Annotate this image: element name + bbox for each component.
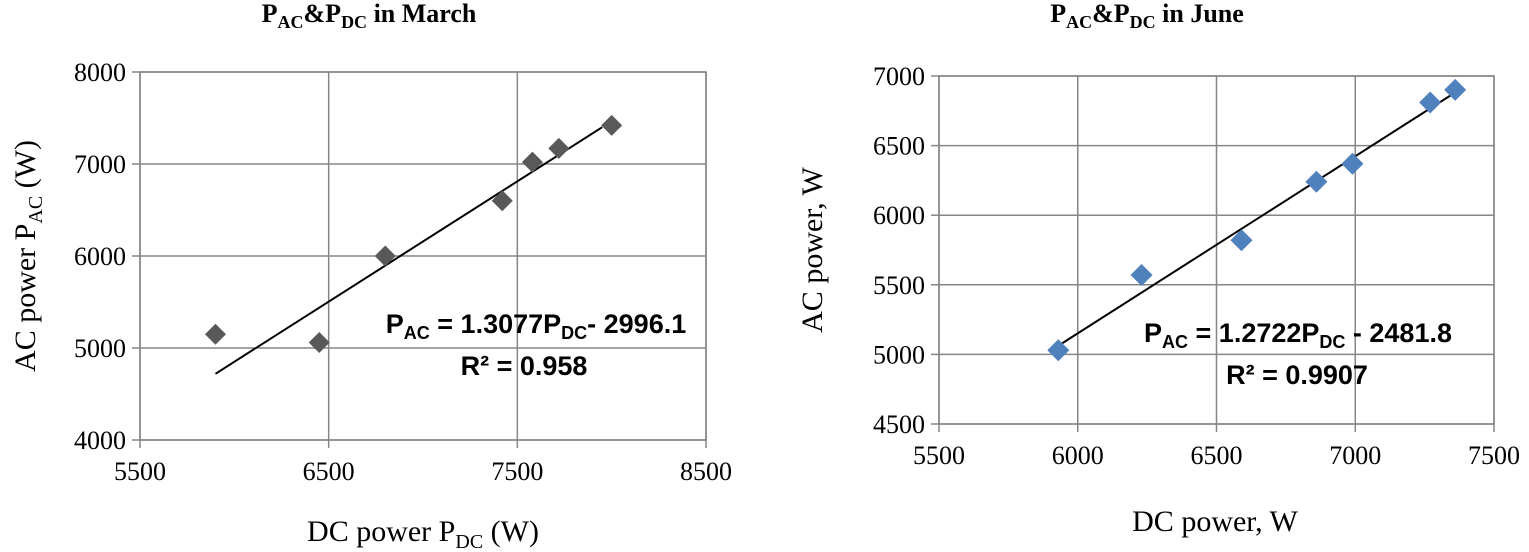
june-plot-frame [938, 75, 1495, 425]
june-x-tick-label: 5500 [913, 441, 965, 470]
june-data-point [1305, 170, 1328, 193]
march-x-tick-labels: 5500 6500 7500 8500 [114, 457, 732, 486]
june-x-tick-label: 6000 [1052, 441, 1104, 470]
march-y-tick-label: 5000 [74, 334, 126, 363]
june-regression-equation: PAC = 1.2722PDC - 2481.8 [1144, 318, 1452, 352]
june-x-tick-label: 7500 [1468, 441, 1520, 470]
june-data-point [1444, 78, 1467, 101]
march-x-tick-label: 7500 [491, 457, 543, 486]
march-data-point [204, 323, 226, 345]
june-y-tick-labels: 4500 5000 5500 6000 6500 7000 [873, 62, 925, 439]
march-y-tick-label: 7000 [74, 150, 126, 179]
june-x-tick-label: 6500 [1191, 441, 1243, 470]
march-plot-frame [139, 71, 707, 441]
march-r-squared: R² = 0.958 [461, 351, 588, 381]
march-data-point [521, 151, 543, 173]
june-y-tick-label: 6500 [873, 132, 925, 161]
june-gridlines [931, 75, 1495, 432]
june-chart-title: PAC&PDC in June [1050, 0, 1244, 32]
march-trendline [214, 126, 603, 375]
june-data-point [1130, 264, 1153, 287]
june-data-point [1341, 152, 1364, 175]
march-y-tick-label: 4000 [74, 426, 126, 455]
june-chart: PAC&PDC in June 5500 6000 6500 7000 7500 450… [796, 0, 1520, 538]
march-regression-equation: PAC = 1.3077PDC- 2996.1 [386, 309, 686, 343]
march-data-point [374, 245, 396, 267]
june-y-tick-label: 5500 [873, 271, 925, 300]
june-data-point [1230, 229, 1253, 252]
march-y-tick-labels: 4000 5000 6000 7000 8000 [74, 58, 126, 455]
march-data-point [601, 114, 623, 136]
june-data-point [1047, 339, 1070, 362]
june-trendline [1057, 91, 1456, 347]
march-x-tick-label: 5500 [114, 457, 166, 486]
june-x-tick-labels: 5500 6000 6500 7000 7500 [913, 441, 1520, 470]
march-y-axis-label: AC power PAC (W) [9, 140, 47, 372]
march-x-tick-label: 8500 [680, 457, 732, 486]
march-y-tick-label: 6000 [74, 242, 126, 271]
june-data-points [1047, 78, 1467, 362]
june-x-tick-label: 7000 [1329, 441, 1381, 470]
march-data-point [491, 190, 513, 212]
march-y-tick-label: 8000 [74, 58, 126, 87]
june-data-point [1419, 91, 1442, 114]
june-y-tick-label: 6000 [873, 201, 925, 230]
march-chart-title: PAC&PDC in March [262, 0, 477, 32]
march-gridlines [132, 71, 707, 448]
march-x-tick-label: 6500 [303, 457, 355, 486]
june-y-axis-label: AC power, W [796, 166, 829, 332]
june-y-tick-label: 4500 [873, 410, 925, 439]
june-y-tick-label: 5000 [873, 340, 925, 369]
march-data-point [548, 137, 570, 159]
march-data-points [204, 114, 623, 353]
march-chart: PAC&PDC in March 5500 6500 7500 8500 4000 50… [9, 0, 732, 552]
june-r-squared: R² = 0.9907 [1226, 360, 1368, 390]
june-x-axis-label: DC power, W [1132, 505, 1298, 538]
june-y-tick-label: 7000 [873, 62, 925, 91]
march-x-axis-label: DC power PDC (W) [307, 515, 539, 552]
march-data-point [308, 331, 330, 353]
